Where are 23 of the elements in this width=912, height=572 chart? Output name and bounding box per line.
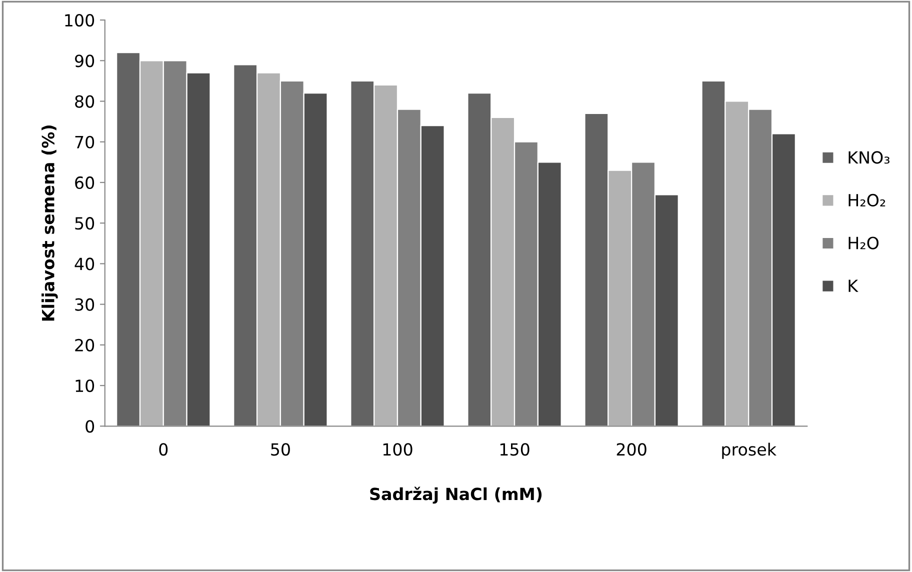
x-axis-title: Sadržaj NaCl (mM)	[370, 486, 542, 504]
x-tick-label: 100	[383, 443, 412, 456]
x-tick-label: prosek	[722, 442, 776, 459]
y-tick-label: 40	[74, 258, 94, 270]
y-tick-label: 90	[75, 54, 94, 68]
x-tick-label: 50	[271, 443, 290, 456]
y-tick-label: 80	[75, 95, 94, 108]
x-tick-label: 200	[616, 443, 646, 456]
legend-label: H₂O₂	[848, 194, 886, 207]
y-tick-label: 100	[65, 14, 94, 27]
legend-label: KNO₃	[848, 151, 890, 164]
x-tick-label: 0	[159, 443, 168, 456]
y-tick-label: 50	[75, 217, 94, 230]
y-tick-label: 10	[76, 379, 94, 392]
y-tick-label: 0	[86, 420, 94, 433]
y-tick-label: 20	[75, 338, 94, 352]
y-tick-label: 30	[75, 298, 94, 311]
y-tick-label: 60	[75, 176, 94, 190]
legend-label: H₂O	[848, 236, 879, 250]
y-axis-title: Klijavost semena (%)	[42, 125, 58, 321]
y-tick-label: 70	[75, 136, 94, 148]
legend-label: K	[848, 280, 858, 292]
x-tick-label: 150	[500, 443, 530, 456]
